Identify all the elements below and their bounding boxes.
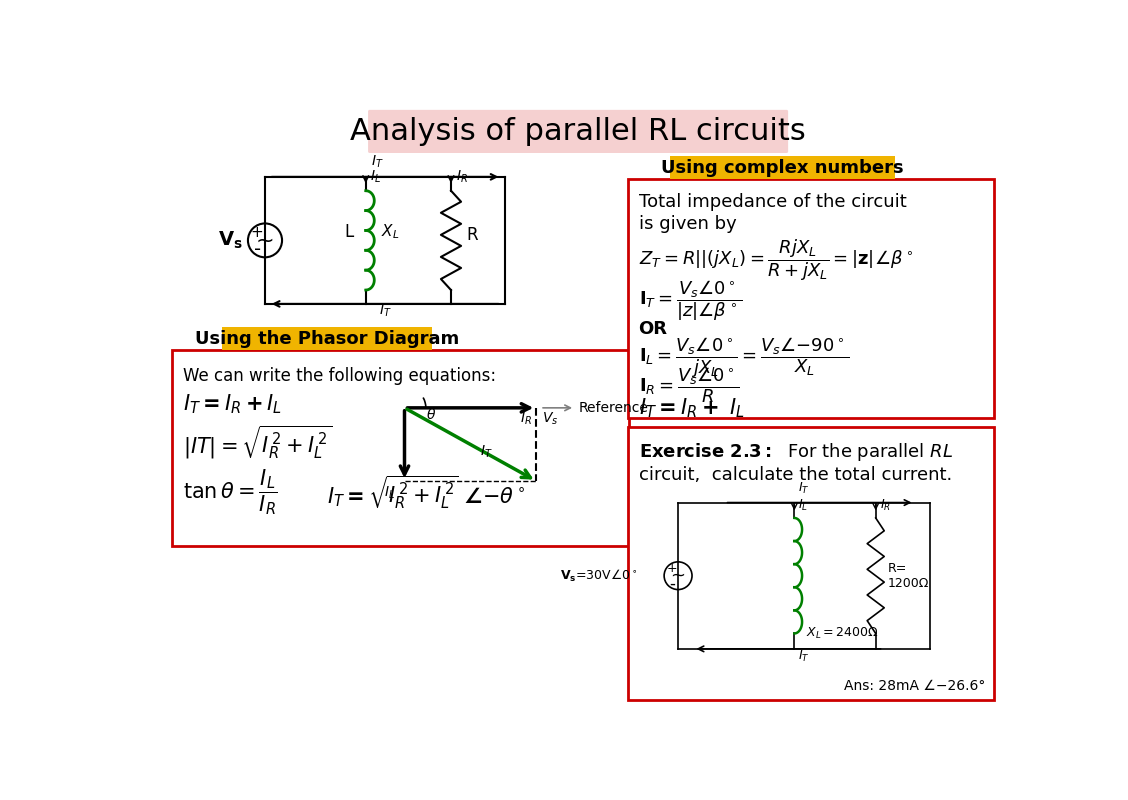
Text: $\theta$: $\theta$ <box>426 406 437 422</box>
Text: $X_L$: $X_L$ <box>381 222 399 242</box>
Text: $I_T$: $I_T$ <box>379 302 391 319</box>
FancyBboxPatch shape <box>627 427 994 701</box>
Text: ~: ~ <box>670 566 686 585</box>
Text: Using complex numbers: Using complex numbers <box>661 158 904 177</box>
FancyBboxPatch shape <box>627 179 994 418</box>
FancyBboxPatch shape <box>670 156 896 179</box>
Text: ~: ~ <box>256 230 274 250</box>
Text: Ans: 28mA ∠−26.6°: Ans: 28mA ∠−26.6° <box>845 678 986 693</box>
Text: -: - <box>254 240 261 259</box>
Text: $I_L$: $I_L$ <box>370 169 381 185</box>
Text: $\mathbf{I}_R = \dfrac{V_s\angle 0^\circ}{R}$: $\mathbf{I}_R = \dfrac{V_s\angle 0^\circ… <box>638 366 739 406</box>
Text: $I_L$: $I_L$ <box>384 485 395 502</box>
FancyBboxPatch shape <box>222 327 432 350</box>
Text: $V_s$: $V_s$ <box>543 410 558 427</box>
Text: $\mathbf{I}_L = \dfrac{V_s\angle 0^\circ}{jX_L} = \dfrac{V_s\angle{-90^\circ}}{X: $\mathbf{I}_L = \dfrac{V_s\angle 0^\circ… <box>638 335 848 380</box>
Text: OR: OR <box>638 320 668 338</box>
Text: -: - <box>669 575 675 593</box>
Text: $\boldsymbol{I_T = I_R + I_L}$: $\boldsymbol{I_T = I_R + I_L}$ <box>183 392 282 416</box>
Text: $\mathbf{V_s}$: $\mathbf{V_s}$ <box>218 230 243 251</box>
Text: $\boldsymbol{I_T = I_R +\ I_L}$: $\boldsymbol{I_T = I_R +\ I_L}$ <box>638 397 744 421</box>
Text: $I_R$: $I_R$ <box>456 169 468 185</box>
Text: $I_T$: $I_T$ <box>799 649 810 664</box>
Text: +: + <box>667 562 677 575</box>
Text: $I_L$: $I_L$ <box>799 498 809 513</box>
Text: circuit,  calculate the total current.: circuit, calculate the total current. <box>638 466 952 483</box>
Text: $\mathbf{V_s}$=30V$\angle$0$^\circ$: $\mathbf{V_s}$=30V$\angle$0$^\circ$ <box>561 568 637 584</box>
Text: $|IT| = \sqrt{I_R^{\,2} + I_L^{\,2}}$: $|IT| = \sqrt{I_R^{\,2} + I_L^{\,2}}$ <box>183 424 332 462</box>
Text: $I_T$: $I_T$ <box>799 481 810 496</box>
Text: $\boldsymbol{I_T = \sqrt{I_R^{\,2} + I_L^{\,2}}\ \angle{-\theta^\circ}}$: $\boldsymbol{I_T = \sqrt{I_R^{\,2} + I_L… <box>327 474 526 511</box>
Text: Using the Phasor Diagram: Using the Phasor Diagram <box>195 330 459 347</box>
Text: is given by: is given by <box>638 214 737 233</box>
Text: $X_L=2400\Omega$: $X_L=2400\Omega$ <box>805 626 879 641</box>
Text: Reference: Reference <box>579 401 649 415</box>
Text: $\mathbf{I}_{T} = \dfrac{V_s\angle 0^\circ}{|z|\angle\beta^\circ}$: $\mathbf{I}_{T} = \dfrac{V_s\angle 0^\ci… <box>638 278 741 323</box>
Text: $I_T$: $I_T$ <box>371 154 384 170</box>
Text: $I_T$: $I_T$ <box>479 444 492 460</box>
Text: $\mathbf{Exercise\ 2.3:}$  For the parallel $\mathit{RL}$: $\mathbf{Exercise\ 2.3:}$ For the parall… <box>638 441 952 463</box>
Text: $I_R$: $I_R$ <box>880 498 890 513</box>
FancyBboxPatch shape <box>171 350 629 546</box>
Text: L: L <box>344 222 353 241</box>
FancyBboxPatch shape <box>368 110 788 153</box>
Text: R: R <box>467 226 478 244</box>
Text: +: + <box>250 225 264 240</box>
Text: Analysis of parallel RL circuits: Analysis of parallel RL circuits <box>350 117 807 146</box>
Text: We can write the following equations:: We can write the following equations: <box>183 367 496 385</box>
Text: $\tan\theta = \dfrac{I_L}{I_R}$: $\tan\theta = \dfrac{I_L}{I_R}$ <box>183 468 277 518</box>
Text: $I_R$: $I_R$ <box>520 410 532 427</box>
Text: Total impedance of the circuit: Total impedance of the circuit <box>638 193 906 211</box>
Text: $Z_T = R||(jX_L) = \dfrac{RjX_L}{R+jX_L} = |\mathbf{z}|\angle\beta^\circ$: $Z_T = R||(jX_L) = \dfrac{RjX_L}{R+jX_L}… <box>638 237 913 283</box>
Text: R=
1200Ω: R= 1200Ω <box>888 562 928 590</box>
